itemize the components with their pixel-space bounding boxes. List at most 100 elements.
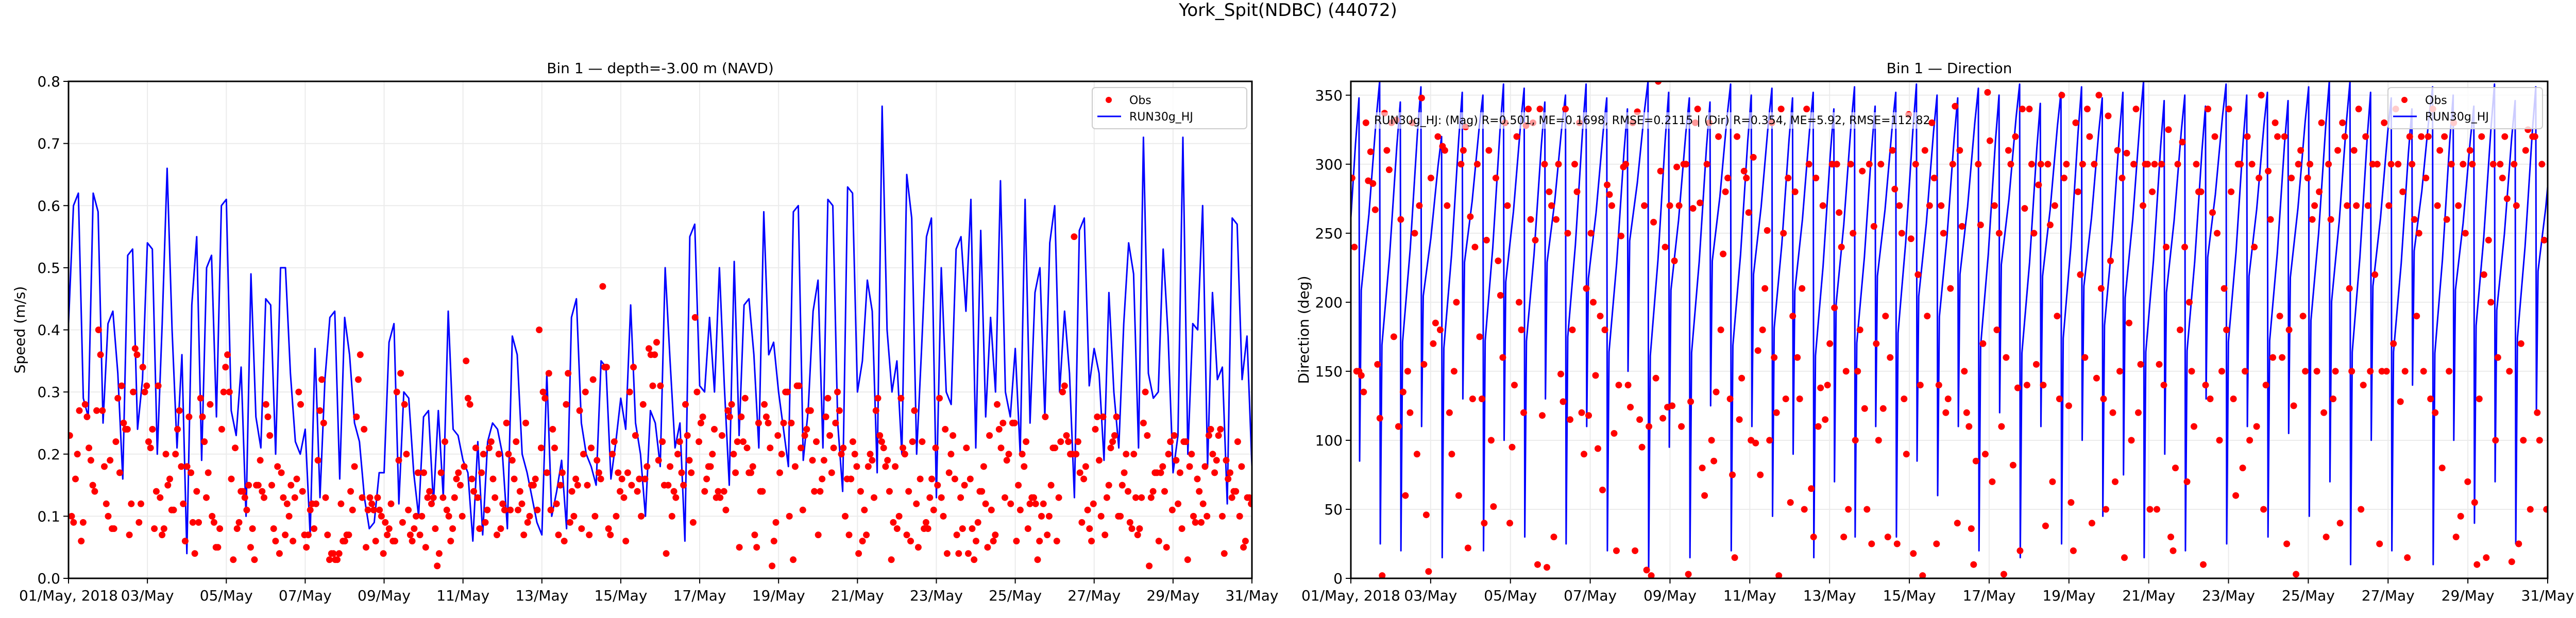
obs-point — [2383, 368, 2390, 375]
obs-point — [609, 451, 616, 458]
obs-point — [2360, 382, 2367, 389]
obs-point — [1047, 482, 1055, 489]
speed-y-axis: 0.0 0.1 0.2 0.3 0.4 0.5 0.6 0.7 0.8 — [37, 73, 69, 587]
obs-point — [2397, 398, 2404, 405]
obs-point — [1938, 202, 1945, 209]
obs-point — [2107, 258, 2114, 264]
obs-point — [2179, 139, 2186, 146]
obs-point — [2316, 188, 2323, 195]
obs-point — [2313, 368, 2320, 375]
obs-point — [434, 562, 441, 570]
obs-point — [70, 519, 77, 526]
obs-point — [1940, 230, 1947, 237]
obs-point — [335, 550, 343, 557]
obs-point — [2492, 437, 2499, 444]
obs-point — [638, 512, 645, 520]
x-tick-label: 29/May — [2442, 587, 2495, 604]
obs-point — [466, 401, 473, 408]
obs-point — [2035, 181, 2042, 188]
obs-point — [2058, 92, 2065, 99]
obs-point — [942, 426, 949, 433]
obs-point — [216, 525, 224, 532]
obs-point — [2457, 512, 2464, 520]
obs-point — [1246, 494, 1252, 501]
obs-point — [416, 531, 423, 539]
obs-point — [1444, 202, 1451, 209]
obs-point — [1225, 475, 1232, 483]
obs-point — [101, 463, 108, 470]
obs-point — [1771, 354, 1778, 361]
obs-point — [499, 500, 506, 507]
obs-point — [2476, 396, 2483, 402]
obs-point — [2060, 175, 2067, 182]
obs-point — [191, 550, 198, 557]
obs-point — [1404, 368, 1411, 375]
obs-point — [230, 556, 237, 563]
obs-point — [2538, 161, 2546, 168]
obs-point — [2536, 437, 2543, 444]
obs-point — [1504, 202, 1511, 209]
x-tick-label: 29/May — [1146, 587, 1199, 604]
obs-point — [2376, 540, 2383, 547]
obs-point — [1785, 175, 1792, 182]
obs-point — [1455, 492, 1462, 499]
obs-point — [1173, 457, 1180, 464]
obs-point — [1968, 525, 1975, 532]
obs-point — [1147, 494, 1155, 501]
obs-point — [526, 512, 533, 520]
obs-point — [2265, 167, 2272, 175]
obs-point — [871, 494, 877, 501]
obs-point — [1144, 432, 1151, 439]
obs-point — [1569, 327, 1576, 333]
obs-point — [188, 469, 195, 476]
obs-point — [1125, 488, 1131, 495]
obs-point — [86, 444, 93, 452]
obs-point — [2037, 161, 2044, 168]
obs-point — [174, 426, 181, 433]
obs-point — [334, 556, 341, 563]
obs-point — [1887, 354, 1894, 361]
obs-point — [1979, 340, 1987, 347]
obs-point — [1201, 463, 1209, 470]
obs-point — [1541, 161, 1548, 168]
obs-point — [872, 407, 879, 414]
x-tick-label: 07/May — [279, 587, 332, 604]
obs-point — [114, 394, 122, 402]
obs-point — [364, 506, 371, 513]
obs-point — [172, 451, 179, 458]
x-tick-label: 09/May — [1643, 587, 1697, 604]
obs-point — [1812, 175, 1820, 182]
obs-point — [324, 531, 331, 539]
obs-point — [1471, 244, 1479, 251]
obs-point — [722, 506, 730, 513]
obs-point — [697, 419, 704, 426]
obs-point — [919, 438, 926, 445]
obs-point — [461, 463, 468, 470]
obs-point — [2021, 205, 2028, 212]
obs-point — [2074, 188, 2081, 195]
obs-point — [1641, 202, 1648, 209]
obs-point — [422, 544, 429, 551]
obs-point — [426, 488, 433, 495]
obs-point — [476, 525, 483, 532]
obs-point — [1418, 94, 1425, 101]
obs-point — [551, 444, 558, 452]
obs-point — [1754, 347, 1761, 354]
x-tick-label: 23/May — [910, 587, 963, 604]
obs-point — [738, 413, 745, 420]
obs-point — [1196, 488, 1203, 495]
obs-point — [2543, 506, 2548, 513]
obs-point — [890, 519, 897, 526]
obs-point — [87, 457, 94, 464]
obs-point — [557, 482, 564, 489]
obs-point — [1485, 147, 1493, 154]
obs-point — [1074, 438, 1081, 445]
obs-point — [1411, 230, 1418, 237]
obs-point — [1013, 538, 1020, 545]
obs-point — [1689, 205, 1697, 212]
obs-point — [1752, 439, 1759, 447]
obs-point — [2499, 175, 2506, 182]
obs-point — [1532, 236, 1539, 244]
obs-point — [1842, 368, 1850, 375]
obs-point — [1223, 457, 1230, 464]
